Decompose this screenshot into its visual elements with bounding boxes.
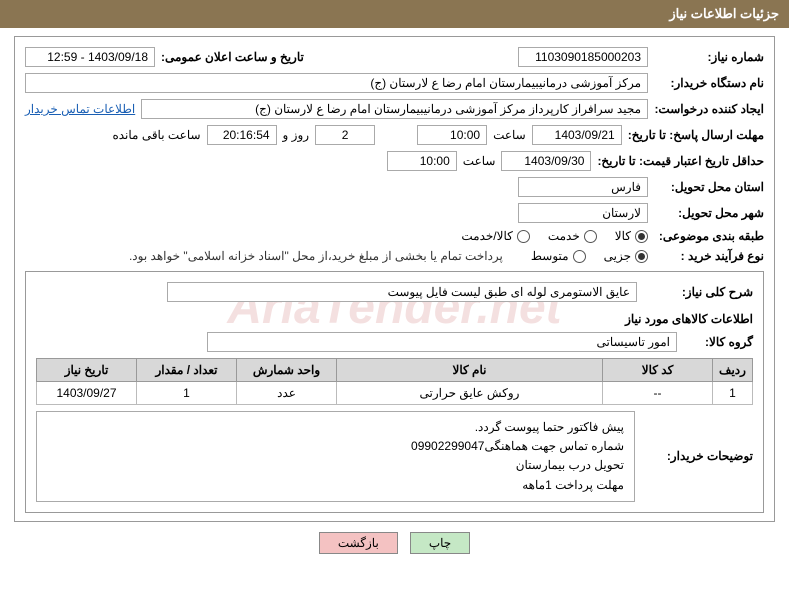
- buyer-notes-label: توضیحات خریدار:: [643, 449, 753, 463]
- delivery-province-label: استان محل تحویل:: [654, 180, 764, 194]
- category-radio-group: کالا خدمت کالا/خدمت: [461, 229, 648, 243]
- row-purchase-type: نوع فرآیند خرید : جزیی متوسط پرداخت تمام…: [25, 249, 764, 263]
- radio-goods-service[interactable]: کالا/خدمت: [461, 229, 529, 243]
- row-delivery-city: شهر محل تحویل: لارستان: [25, 203, 764, 223]
- price-validity-label: حداقل تاریخ اعتبار قیمت: تا تاریخ:: [597, 154, 764, 168]
- th-need-date: تاریخ نیاز: [37, 359, 137, 382]
- row-price-validity: حداقل تاریخ اعتبار قیمت: تا تاریخ: 1403/…: [25, 151, 764, 171]
- row-need-number: شماره نیاز: 1103090185000203 تاریخ و ساع…: [25, 47, 764, 67]
- row-buyer: نام دستگاه خریدار: مرکز آموزشی درمانیبیم…: [25, 73, 764, 93]
- cell-name: روکش عایق حرارتی: [337, 382, 603, 405]
- overview-value: عایق الاستومری لوله ای طبق لیست فایل پیو…: [167, 282, 637, 302]
- price-validity-date: 1403/09/30: [501, 151, 591, 171]
- requester-value: مجید سرافراز کارپرداز مرکز آموزشی درمانی…: [141, 99, 648, 119]
- main-content-frame: شماره نیاز: 1103090185000203 تاریخ و ساع…: [14, 36, 775, 522]
- back-button[interactable]: بازگشت: [319, 532, 398, 554]
- radio-goods[interactable]: کالا: [615, 229, 648, 243]
- table-row: 1 -- روکش عایق حرارتی عدد 1 1403/09/27: [37, 382, 753, 405]
- radio-medium-label: متوسط: [531, 249, 569, 263]
- cell-code: --: [603, 382, 713, 405]
- radio-circle-icon: [635, 230, 648, 243]
- th-qty: تعداد / مقدار: [137, 359, 237, 382]
- details-sub-frame: شرح کلی نیاز: عایق الاستومری لوله ای طبق…: [25, 271, 764, 513]
- purchase-type-label: نوع فرآیند خرید :: [654, 249, 764, 263]
- radio-partial[interactable]: جزیی: [604, 249, 648, 263]
- response-time-label: ساعت: [493, 128, 526, 142]
- cell-qty: 1: [137, 382, 237, 405]
- radio-circle-icon: [517, 230, 530, 243]
- row-overview: شرح کلی نیاز: عایق الاستومری لوله ای طبق…: [36, 282, 753, 302]
- buyer-note-line: پیش فاکتور حتما پیوست گردد.: [47, 418, 624, 437]
- need-number-label: شماره نیاز:: [654, 50, 764, 64]
- buyer-value: مرکز آموزشی درمانیبیمارستان امام رضا ع ل…: [25, 73, 648, 93]
- group-label: گروه کالا:: [683, 335, 753, 349]
- need-number-value: 1103090185000203: [518, 47, 648, 67]
- row-category: طبقه بندی موضوعی: کالا خدمت کالا/خدمت: [25, 229, 764, 243]
- price-validity-time: 10:00: [387, 151, 457, 171]
- response-date: 1403/09/21: [532, 125, 622, 145]
- radio-circle-icon: [584, 230, 597, 243]
- th-code: کد کالا: [603, 359, 713, 382]
- buyer-note-line: شماره تماس جهت هماهنگی09902299047: [47, 437, 624, 456]
- group-value: امور تاسیساتی: [207, 332, 677, 352]
- th-row: ردیف: [713, 359, 753, 382]
- page-title: جزئیات اطلاعات نیاز: [669, 6, 779, 21]
- price-validity-time-label: ساعت: [463, 154, 496, 168]
- goods-table: ردیف کد کالا نام کالا واحد شمارش تعداد /…: [36, 358, 753, 405]
- print-button[interactable]: چاپ: [410, 532, 470, 554]
- delivery-city-value: لارستان: [518, 203, 648, 223]
- announce-label: تاریخ و ساعت اعلان عمومی:: [161, 50, 304, 64]
- response-days: 2: [315, 125, 375, 145]
- category-label: طبقه بندی موضوعی:: [654, 229, 764, 243]
- buyer-note-line: تحویل درب بیمارستان: [47, 456, 624, 475]
- buyer-notes-box: پیش فاکتور حتما پیوست گردد. شماره تماس ج…: [36, 411, 635, 502]
- page-header: جزئیات اطلاعات نیاز: [0, 0, 789, 28]
- response-days-label: روز و: [283, 128, 310, 142]
- overview-label: شرح کلی نیاز:: [643, 285, 753, 299]
- row-delivery-province: استان محل تحویل: فارس: [25, 177, 764, 197]
- announce-value: 1403/09/18 - 12:59: [25, 47, 155, 67]
- radio-service-label: خدمت: [548, 229, 580, 243]
- buyer-label: نام دستگاه خریدار:: [654, 76, 764, 90]
- response-remaining: 20:16:54: [207, 125, 277, 145]
- delivery-province-value: فارس: [518, 177, 648, 197]
- radio-goods-label: کالا: [615, 229, 631, 243]
- radio-circle-icon: [573, 250, 586, 263]
- radio-circle-icon: [635, 250, 648, 263]
- buyer-note-line: مهلت پرداخت 1ماهه: [47, 476, 624, 495]
- purchase-note: پرداخت تمام یا بخشی از مبلغ خرید،از محل …: [129, 249, 503, 263]
- response-time: 10:00: [417, 125, 487, 145]
- radio-service[interactable]: خدمت: [548, 229, 597, 243]
- row-response-deadline: مهلت ارسال پاسخ: تا تاریخ: 1403/09/21 سا…: [25, 125, 764, 145]
- row-requester: ایجاد کننده درخواست: مجید سرافراز کارپرد…: [25, 99, 764, 119]
- delivery-city-label: شهر محل تحویل:: [654, 206, 764, 220]
- radio-medium[interactable]: متوسط: [531, 249, 586, 263]
- row-group: گروه کالا: امور تاسیساتی: [36, 332, 753, 352]
- cell-need-date: 1403/09/27: [37, 382, 137, 405]
- purchase-type-radio-group: جزیی متوسط: [531, 249, 648, 263]
- button-row: چاپ بازگشت: [0, 532, 789, 560]
- cell-row: 1: [713, 382, 753, 405]
- radio-goods-service-label: کالا/خدمت: [461, 229, 512, 243]
- requester-label: ایجاد کننده درخواست:: [654, 102, 764, 116]
- table-header-row: ردیف کد کالا نام کالا واحد شمارش تعداد /…: [37, 359, 753, 382]
- response-deadline-label: مهلت ارسال پاسخ: تا تاریخ:: [628, 128, 764, 142]
- radio-partial-label: جزیی: [604, 249, 631, 263]
- th-name: نام کالا: [337, 359, 603, 382]
- goods-section-title: اطلاعات کالاهای مورد نیاز: [36, 312, 753, 326]
- th-unit: واحد شمارش: [237, 359, 337, 382]
- response-remaining-label: ساعت باقی مانده: [112, 128, 200, 142]
- contact-buyer-link[interactable]: اطلاعات تماس خریدار: [25, 102, 135, 116]
- row-buyer-notes: توضیحات خریدار: پیش فاکتور حتما پیوست گر…: [36, 411, 753, 502]
- cell-unit: عدد: [237, 382, 337, 405]
